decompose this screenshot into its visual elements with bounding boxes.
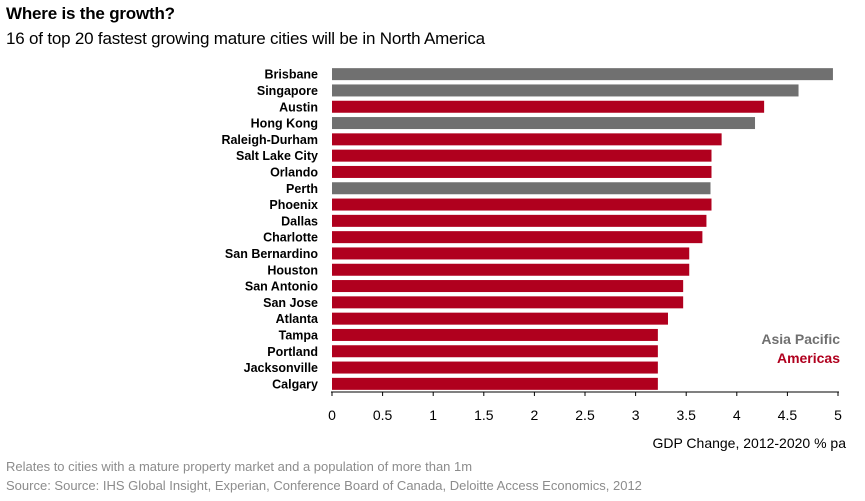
bar-raleigh-durham	[332, 133, 722, 146]
x-axis-title: GDP Change, 2012-2020 % pa	[652, 435, 846, 451]
footnote-source: Source: Source: IHS Global Insight, Expe…	[6, 478, 642, 493]
category-label-hong-kong: Hong Kong	[251, 117, 318, 131]
bar-san-jose	[332, 296, 684, 309]
footnote-definition: Relates to cities with a mature property…	[6, 459, 473, 474]
category-label-dallas: Dallas	[281, 214, 318, 228]
x-tick-label-3: 1.5	[474, 407, 494, 423]
bar-phoenix	[332, 198, 712, 211]
bar-hong-kong	[332, 117, 756, 130]
x-tick-label-6: 3	[632, 407, 640, 423]
bar-calgary	[332, 377, 658, 390]
category-label-austin: Austin	[279, 100, 318, 114]
category-label-orlando: Orlando	[270, 165, 318, 179]
bar-houston	[332, 263, 690, 276]
category-label-tampa: Tampa	[279, 328, 319, 342]
bar-salt-lake-city	[332, 149, 712, 162]
category-label-atlanta: Atlanta	[276, 312, 319, 326]
category-label-calgary: Calgary	[272, 377, 318, 391]
category-label-raleigh-durham: Raleigh-Durham	[221, 133, 318, 147]
bar-brisbane	[332, 68, 833, 81]
category-label-perth: Perth	[286, 182, 318, 196]
bar-perth	[332, 182, 711, 195]
legend-americas: Americas	[777, 350, 840, 366]
category-label-jacksonville: Jacksonville	[244, 361, 318, 375]
category-label-singapore: Singapore	[257, 84, 318, 98]
chart-title: Where is the growth?	[6, 4, 175, 23]
bar-atlanta	[332, 312, 668, 325]
category-label-brisbane: Brisbane	[265, 68, 319, 82]
bar-orlando	[332, 165, 712, 178]
category-label-houston: Houston	[267, 263, 318, 277]
bar-jacksonville	[332, 361, 658, 374]
category-label-phoenix: Phoenix	[269, 198, 318, 212]
x-tick-label-1: 0.5	[373, 407, 393, 423]
bar-portland	[332, 345, 658, 358]
x-tick-label-2: 1	[429, 407, 437, 423]
x-tick-label-7: 3.5	[676, 407, 696, 423]
x-tick-label-8: 4	[733, 407, 741, 423]
x-tick-label-5: 2.5	[575, 407, 595, 423]
x-tick-label-0: 0	[328, 407, 336, 423]
x-tick-label-9: 4.5	[778, 407, 798, 423]
legend-asia-pacific: Asia Pacific	[761, 331, 840, 347]
chart-subtitle: 16 of top 20 fastest growing mature citi…	[6, 29, 485, 48]
bar-dallas	[332, 214, 707, 227]
category-label-charlotte: Charlotte	[263, 231, 318, 245]
x-tick-label-4: 2	[531, 407, 539, 423]
category-label-salt-lake-city: Salt Lake City	[236, 149, 318, 163]
category-label-portland: Portland	[267, 345, 318, 359]
bar-singapore	[332, 84, 799, 97]
bar-san-bernardino	[332, 247, 690, 260]
bar-austin	[332, 100, 765, 113]
bar-san-antonio	[332, 280, 684, 293]
category-label-san-jose: San Jose	[263, 296, 318, 310]
category-label-san-bernardino: San Bernardino	[225, 247, 318, 261]
x-tick-label-10: 5	[834, 407, 842, 423]
bar-tampa	[332, 328, 658, 341]
category-label-san-antonio: San Antonio	[245, 280, 319, 294]
bar-charlotte	[332, 231, 703, 244]
